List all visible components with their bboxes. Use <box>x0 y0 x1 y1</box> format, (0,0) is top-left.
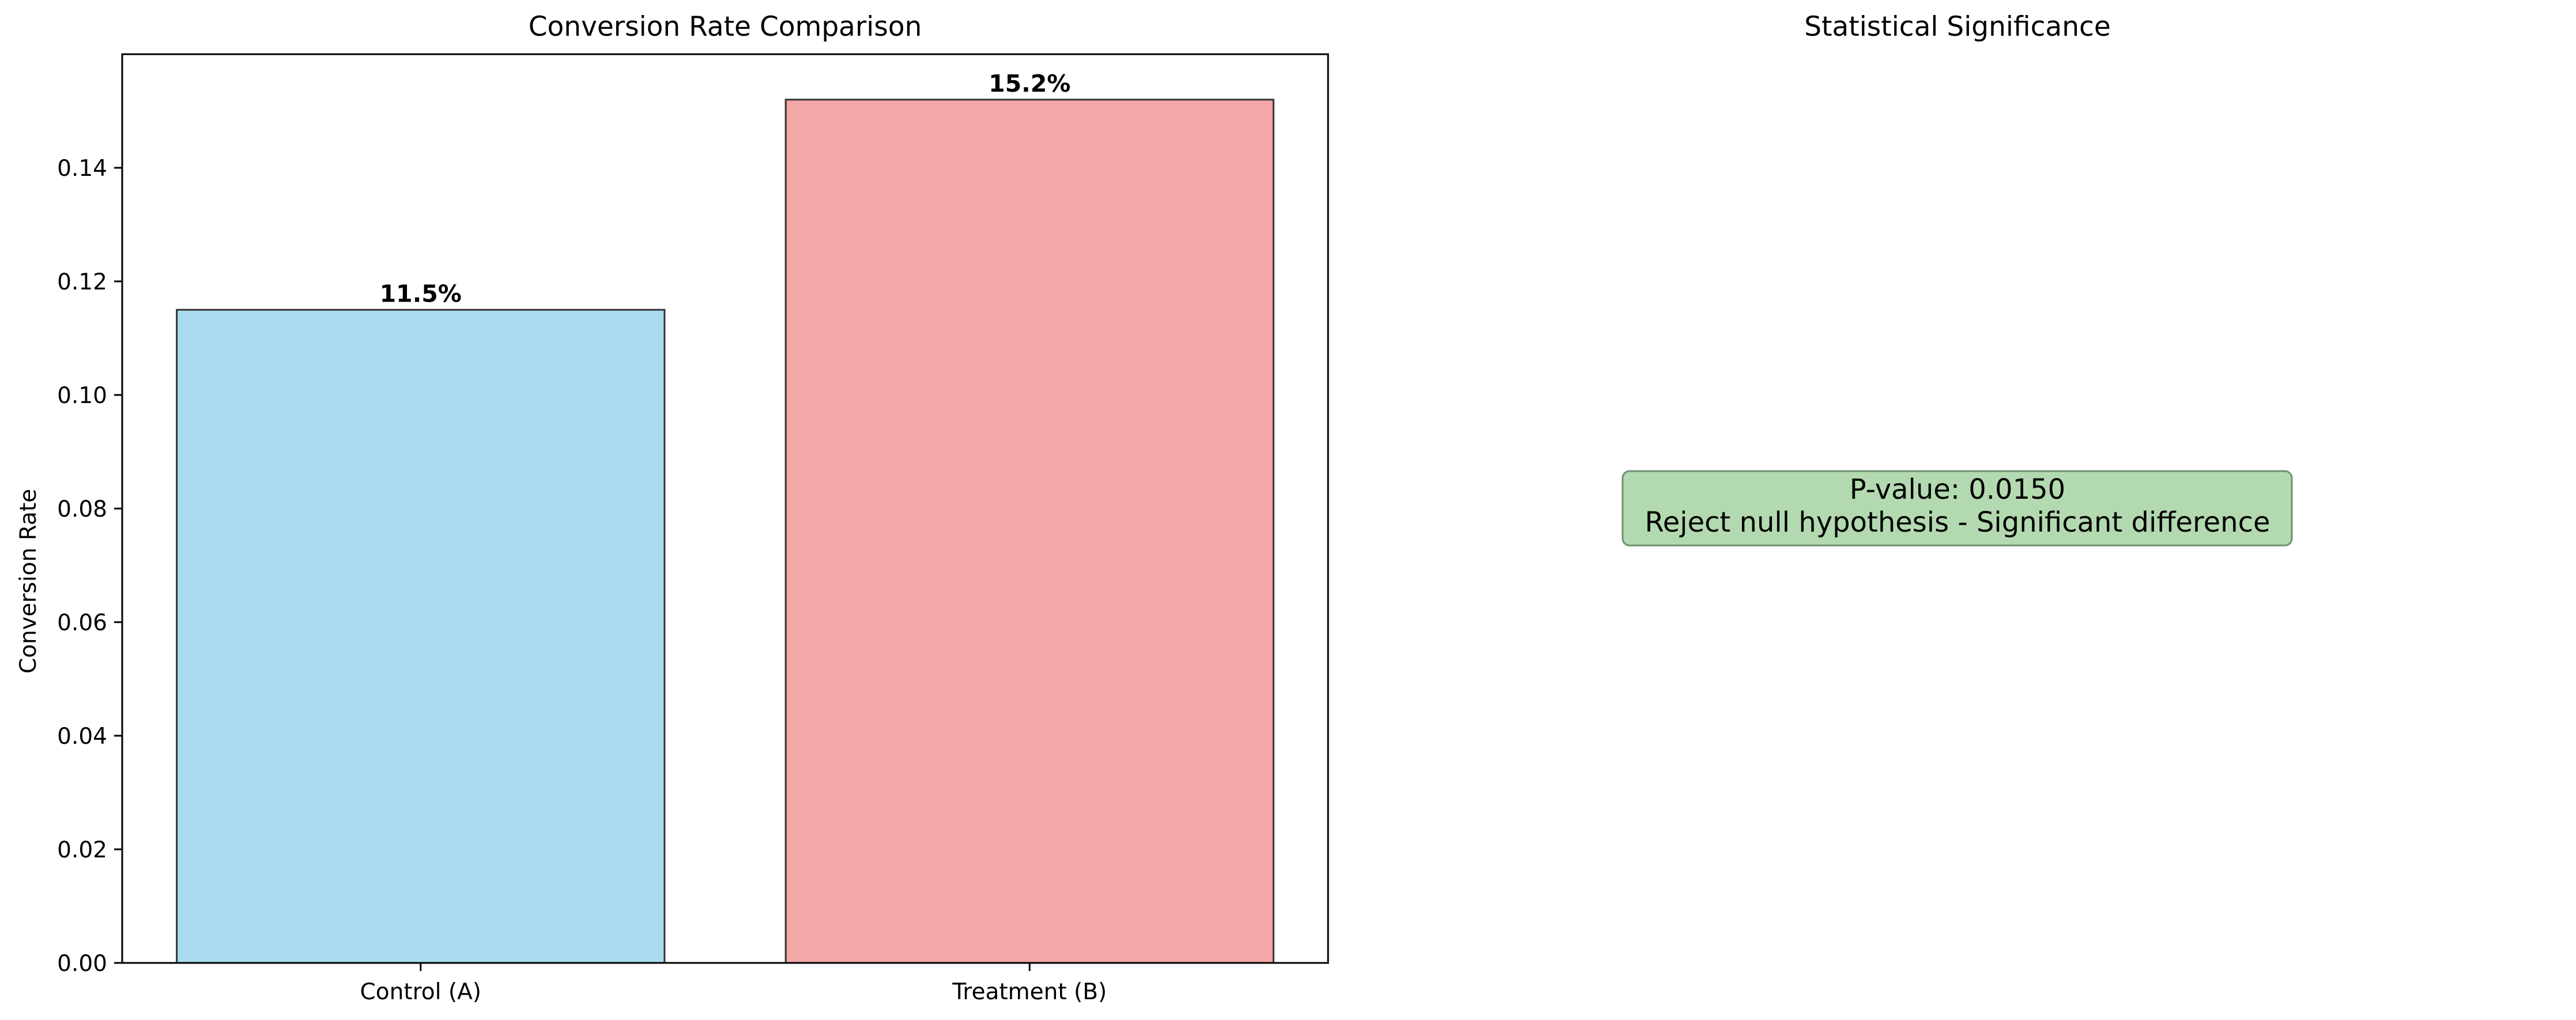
y-tick-label: 0.10 <box>57 383 107 409</box>
bar-data-label: 15.2% <box>989 70 1070 97</box>
x-axis-ticks: Control (A) Treatment (B) <box>360 963 1107 1005</box>
significance-panel: Statistical Significance P-value: 0.0150… <box>1621 11 2293 547</box>
bar-control <box>176 308 666 964</box>
x-tick-label: Control (A) <box>360 979 481 1005</box>
x-tick-label: Treatment (B) <box>952 979 1107 1005</box>
bar-treatment <box>785 99 1274 964</box>
bar-chart-panel: Conversion Rate Comparison Conversion Ra… <box>16 11 1329 1005</box>
significance-title: Statistical Significance <box>1804 11 2111 43</box>
y-tick-label: 0.12 <box>57 269 107 295</box>
bars <box>176 99 1274 964</box>
significance-annotation-box <box>1621 470 2293 547</box>
bar-data-labels: 11.5% 15.2% <box>380 70 1071 307</box>
y-tick-label: 0.00 <box>57 951 107 977</box>
y-tick-label: 0.02 <box>57 837 107 863</box>
bar-chart-title: Conversion Rate Comparison <box>529 11 922 43</box>
plot-area-frame <box>121 53 1329 964</box>
y-tick-label: 0.14 <box>57 156 107 182</box>
y-axis-ticks: 0.00 0.02 0.04 0.06 0.08 0.10 0.12 0.14 <box>57 156 122 977</box>
conclusion-text: Reject null hypothesis - Significant dif… <box>1645 506 2270 539</box>
bar-data-label: 11.5% <box>380 280 462 307</box>
y-tick-label: 0.06 <box>57 610 107 636</box>
y-axis-label: Conversion Rate <box>16 489 42 673</box>
y-tick-label: 0.08 <box>57 496 107 522</box>
p-value-text: P-value: 0.0150 <box>1850 473 2065 506</box>
y-tick-label: 0.04 <box>57 724 107 750</box>
